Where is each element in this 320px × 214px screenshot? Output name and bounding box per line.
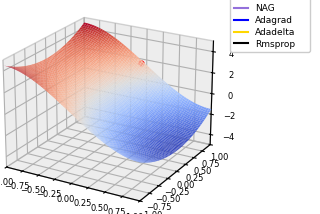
Legend: Momentum, NAG, Adagrad, Adadelta, Rmsprop: Momentum, NAG, Adagrad, Adadelta, Rmspro… bbox=[230, 0, 310, 52]
